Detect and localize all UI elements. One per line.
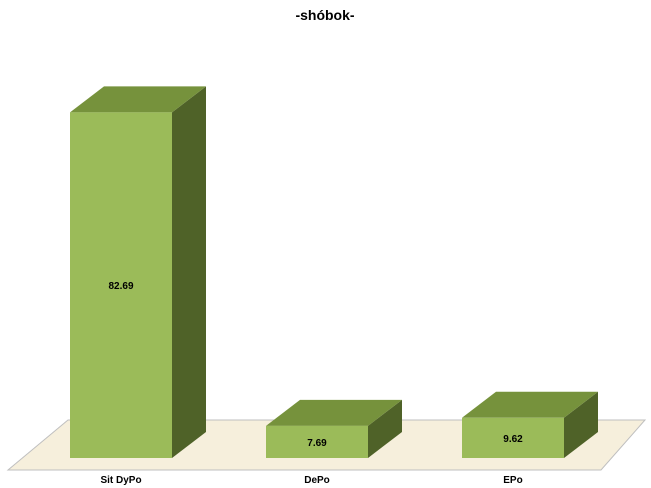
bar (70, 86, 206, 458)
bar-side (368, 399, 402, 458)
bar (462, 391, 598, 458)
x-tick-label: Sit DyPo (100, 475, 141, 486)
bar (266, 399, 402, 458)
data-label: 9.62 (503, 434, 523, 445)
x-tick-label: DePo (304, 475, 330, 486)
bar-top (462, 391, 598, 418)
x-tick-label: EPo (503, 475, 522, 486)
bars-layer: 82.69 Sit DyPo 7.69 DePo 9.62 EPo (70, 86, 598, 486)
bar-front (70, 112, 172, 458)
bar-front (266, 425, 368, 458)
bar-front (462, 417, 564, 458)
bar-top (266, 399, 402, 426)
bar-side (172, 86, 206, 458)
data-label: 7.69 (307, 438, 327, 449)
data-label: 82.69 (108, 281, 133, 292)
chart-title: -shóbok- (295, 7, 354, 23)
bar-top (70, 86, 206, 113)
bar-side (564, 391, 598, 458)
